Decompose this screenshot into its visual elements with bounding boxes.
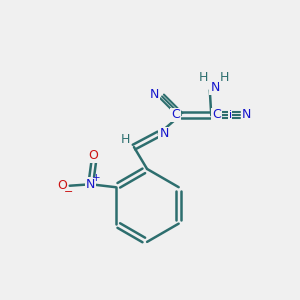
Text: N: N — [150, 88, 160, 101]
Text: −: − — [64, 187, 73, 197]
Text: H: H — [199, 71, 208, 85]
Text: N: N — [210, 81, 220, 94]
Text: N: N — [242, 109, 251, 122]
Text: H: H — [121, 133, 130, 146]
Text: H: H — [220, 71, 229, 85]
Text: O: O — [89, 149, 99, 163]
Text: O: O — [58, 179, 68, 192]
Text: N: N — [86, 178, 95, 191]
Text: +: + — [92, 173, 100, 183]
Text: C: C — [212, 109, 221, 122]
Text: N: N — [159, 128, 169, 140]
Text: C: C — [171, 109, 180, 122]
Text: i: i — [229, 110, 232, 120]
